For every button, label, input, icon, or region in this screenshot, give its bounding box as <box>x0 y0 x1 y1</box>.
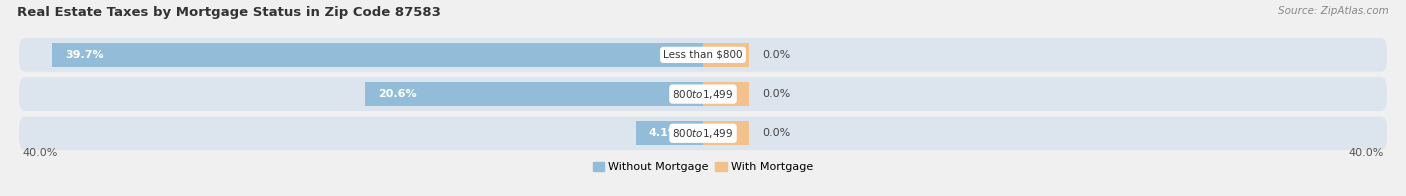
Text: 0.0%: 0.0% <box>762 128 790 138</box>
FancyBboxPatch shape <box>18 116 1386 150</box>
Text: 39.7%: 39.7% <box>65 50 104 60</box>
Text: $800 to $1,499: $800 to $1,499 <box>672 127 734 140</box>
Bar <box>52 43 703 67</box>
Text: Source: ZipAtlas.com: Source: ZipAtlas.com <box>1278 6 1389 16</box>
Text: Real Estate Taxes by Mortgage Status in Zip Code 87583: Real Estate Taxes by Mortgage Status in … <box>17 6 440 19</box>
Bar <box>703 82 749 106</box>
Text: 0.0%: 0.0% <box>762 50 790 60</box>
Bar <box>703 121 749 145</box>
Text: 0.0%: 0.0% <box>762 89 790 99</box>
Text: 40.0%: 40.0% <box>22 148 58 158</box>
Text: 4.1%: 4.1% <box>650 128 681 138</box>
Bar <box>366 82 703 106</box>
FancyBboxPatch shape <box>18 38 1386 72</box>
Text: 20.6%: 20.6% <box>378 89 416 99</box>
Legend: Without Mortgage, With Mortgage: Without Mortgage, With Mortgage <box>588 158 818 177</box>
Text: Less than $800: Less than $800 <box>664 50 742 60</box>
FancyBboxPatch shape <box>18 77 1386 111</box>
Bar <box>703 43 749 67</box>
Text: 40.0%: 40.0% <box>1348 148 1384 158</box>
Text: $800 to $1,499: $800 to $1,499 <box>672 88 734 101</box>
Bar <box>636 121 703 145</box>
